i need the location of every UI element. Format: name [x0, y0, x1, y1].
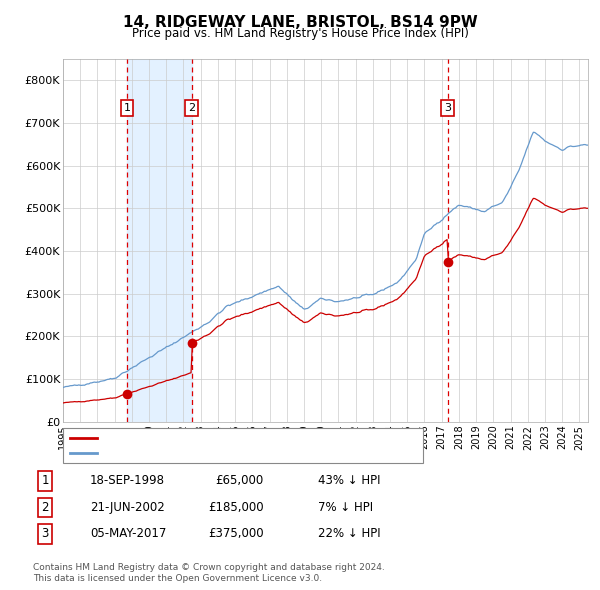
Text: 3: 3	[444, 103, 451, 113]
Text: 1: 1	[124, 103, 131, 113]
Text: HPI: Average price, detached house, City of Bristol: HPI: Average price, detached house, City…	[101, 448, 365, 458]
Text: 2: 2	[188, 103, 195, 113]
Text: Price paid vs. HM Land Registry's House Price Index (HPI): Price paid vs. HM Land Registry's House …	[131, 27, 469, 40]
Bar	[127, 59, 191, 422]
Text: 21-JUN-2002: 21-JUN-2002	[90, 501, 165, 514]
Text: 43% ↓ HPI: 43% ↓ HPI	[318, 474, 380, 487]
Text: 7% ↓ HPI: 7% ↓ HPI	[318, 501, 373, 514]
Text: 3: 3	[41, 527, 49, 540]
Text: 22% ↓ HPI: 22% ↓ HPI	[318, 527, 380, 540]
Text: Contains HM Land Registry data © Crown copyright and database right 2024.: Contains HM Land Registry data © Crown c…	[33, 563, 385, 572]
Text: 18-SEP-1998: 18-SEP-1998	[90, 474, 165, 487]
Text: £185,000: £185,000	[208, 501, 264, 514]
Text: 14, RIDGEWAY LANE, BRISTOL, BS14 9PW (detached house): 14, RIDGEWAY LANE, BRISTOL, BS14 9PW (de…	[101, 432, 412, 442]
Text: £375,000: £375,000	[208, 527, 264, 540]
Text: 1: 1	[41, 474, 49, 487]
Text: £65,000: £65,000	[216, 474, 264, 487]
Text: 14, RIDGEWAY LANE, BRISTOL, BS14 9PW: 14, RIDGEWAY LANE, BRISTOL, BS14 9PW	[122, 15, 478, 30]
Text: 05-MAY-2017: 05-MAY-2017	[90, 527, 166, 540]
Text: 2: 2	[41, 501, 49, 514]
Text: This data is licensed under the Open Government Licence v3.0.: This data is licensed under the Open Gov…	[33, 574, 322, 583]
